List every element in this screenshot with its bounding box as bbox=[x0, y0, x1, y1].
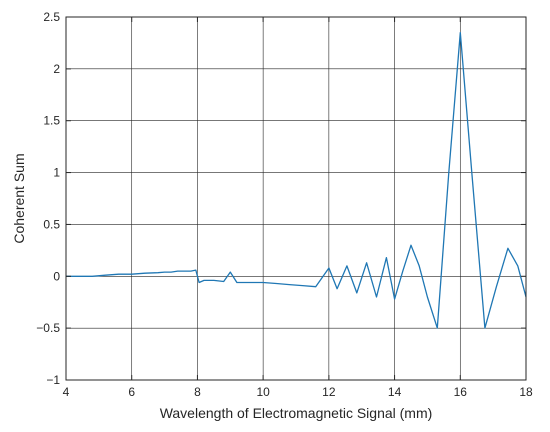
plot-background bbox=[66, 17, 526, 380]
y-tick-label: 2.5 bbox=[43, 10, 60, 24]
y-tick-label: −1 bbox=[46, 373, 60, 387]
x-tick-label: 16 bbox=[454, 385, 468, 399]
ticks: 4 6 8 10 12 14 16 18 −1 −0.5 0 0.5 1 1.5 2 2.5 bbox=[36, 10, 533, 399]
y-tick-label: 2 bbox=[53, 62, 60, 76]
x-tick-label: 4 bbox=[63, 385, 70, 399]
x-tick-label: 12 bbox=[322, 385, 336, 399]
series-layer bbox=[66, 31, 527, 329]
y-tick-label: 1.5 bbox=[43, 114, 60, 128]
y-tick-label: −0.5 bbox=[36, 321, 60, 335]
plot-frame bbox=[65, 16, 527, 381]
y-axis-label: Coherent Sum bbox=[11, 153, 27, 243]
y-tick-label: 0 bbox=[53, 269, 60, 283]
x-tick-label: 18 bbox=[519, 385, 533, 399]
x-tick-label: 10 bbox=[256, 385, 270, 399]
x-tick-label: 6 bbox=[128, 385, 135, 399]
x-axis-label: Wavelength of Electromagnetic Signal (mm… bbox=[160, 405, 433, 421]
y-tick-label: 1 bbox=[53, 166, 60, 180]
series-line bbox=[66, 31, 527, 329]
x-tick-label: 14 bbox=[388, 385, 402, 399]
y-tick-label: 0.5 bbox=[43, 217, 60, 231]
x-tick-label: 8 bbox=[194, 385, 201, 399]
